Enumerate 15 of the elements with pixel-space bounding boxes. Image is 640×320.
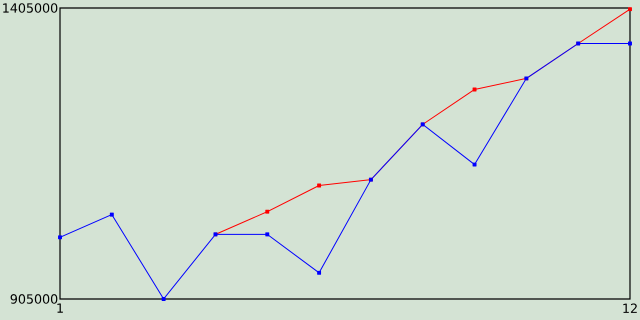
point bbox=[317, 184, 322, 188]
y-tick-label: 905000 bbox=[10, 294, 58, 304]
y-tick-label: 1405000 bbox=[3, 3, 58, 13]
point bbox=[628, 42, 632, 46]
point bbox=[265, 232, 270, 236]
x-tick-label: 1 bbox=[57, 303, 63, 313]
point bbox=[472, 88, 477, 92]
point bbox=[162, 297, 166, 301]
point bbox=[265, 210, 270, 214]
point bbox=[110, 212, 114, 217]
x-tick-label: 12 bbox=[623, 303, 637, 313]
point bbox=[628, 7, 632, 12]
point bbox=[58, 235, 62, 240]
point bbox=[472, 162, 477, 167]
point bbox=[317, 270, 322, 275]
